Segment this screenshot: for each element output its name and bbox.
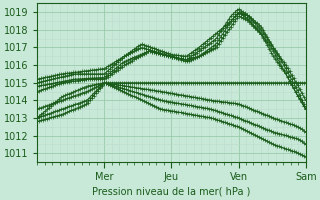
X-axis label: Pression niveau de la mer( hPa ): Pression niveau de la mer( hPa ) [92, 187, 251, 197]
